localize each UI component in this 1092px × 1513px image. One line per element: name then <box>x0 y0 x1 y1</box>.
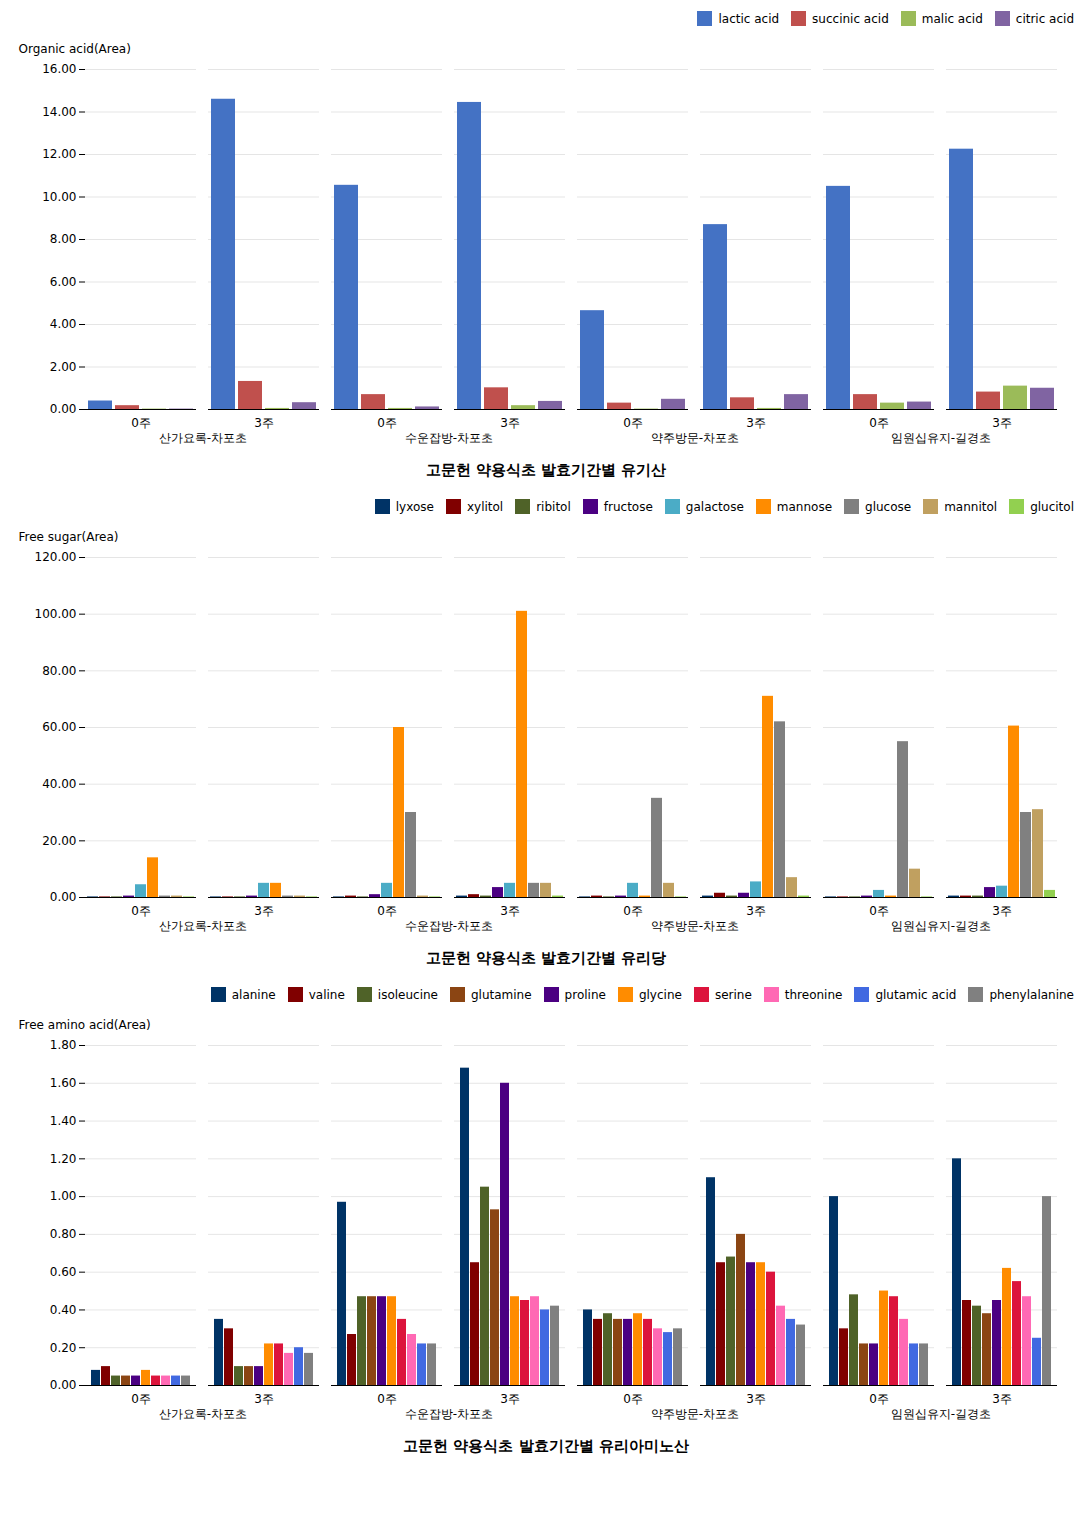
svg-text:Free sugar(Area): Free sugar(Area) <box>19 530 119 544</box>
svg-text:수운잡방-차포초: 수운잡방-차포초 <box>405 431 493 445</box>
svg-text:0주: 0주 <box>623 904 643 918</box>
svg-text:3주: 3주 <box>254 904 274 918</box>
html-text:citric acid: citric acid <box>1015 11 1074 26</box>
svg-text:Free amino acid(Area): Free amino acid(Area) <box>19 1018 151 1032</box>
svg-text:0주: 0주 <box>131 416 151 430</box>
html-text:lyxose: lyxose <box>395 499 434 514</box>
svg-text:60.00: 60.00 <box>42 720 76 734</box>
html-text:succinic acid: succinic acid <box>812 11 889 26</box>
svg-text:0.60: 0.60 <box>50 1265 77 1279</box>
svg-text:0주: 0주 <box>869 416 889 430</box>
svg-text:100.00: 100.00 <box>35 607 77 621</box>
svg-text:10.00: 10.00 <box>42 190 76 204</box>
html-text:phenylalanine: phenylalanine <box>989 987 1074 1002</box>
svg-text:0.00: 0.00 <box>50 1378 77 1392</box>
html-text:고문헌 약용식초 발효기간별 유리아미노산: 고문헌 약용식초 발효기간별 유리아미노산 <box>403 1437 689 1455</box>
html-text:lactic acid: lactic acid <box>718 11 780 26</box>
svg-text:3주: 3주 <box>992 416 1012 430</box>
svg-text:0주: 0주 <box>623 416 643 430</box>
html-text:ribitol: ribitol <box>536 499 571 514</box>
html-text:threonine: threonine <box>784 987 843 1002</box>
svg-text:산가요록-차포초: 산가요록-차포초 <box>159 431 247 445</box>
svg-text:3주: 3주 <box>500 904 520 918</box>
svg-text:0주: 0주 <box>131 904 151 918</box>
svg-text:120.00: 120.00 <box>35 550 77 564</box>
html-text:fructose: fructose <box>603 499 653 514</box>
svg-text:1.80: 1.80 <box>50 1038 77 1052</box>
svg-text:0.00: 0.00 <box>50 890 77 904</box>
svg-text:0주: 0주 <box>377 1392 397 1406</box>
html-text:mannitol: mannitol <box>944 499 998 514</box>
html-text:glycine: glycine <box>638 987 682 1002</box>
html-text:glucitol: glucitol <box>1030 499 1074 514</box>
svg-text:3주: 3주 <box>992 1392 1012 1406</box>
html-text:xylitol: xylitol <box>466 499 504 514</box>
html-text:isoleucine: isoleucine <box>377 987 438 1002</box>
svg-text:1.20: 1.20 <box>50 1152 77 1166</box>
html-text:고문헌 약용식초 발효기간별 유리당: 고문헌 약용식초 발효기간별 유리당 <box>425 949 667 967</box>
svg-text:1.40: 1.40 <box>50 1114 77 1128</box>
svg-text:4.00: 4.00 <box>50 317 77 331</box>
html-text:고문헌 약용식초 발효기간별 유기산: 고문헌 약용식초 발효기간별 유기산 <box>425 461 667 479</box>
svg-text:0.20: 0.20 <box>50 1341 77 1355</box>
svg-text:3주: 3주 <box>746 1392 766 1406</box>
html-text:alanine: alanine <box>231 987 276 1002</box>
svg-text:산가요록-차포초: 산가요록-차포초 <box>159 919 247 933</box>
svg-text:80.00: 80.00 <box>42 664 76 678</box>
svg-text:약주방문-차포초: 약주방문-차포초 <box>651 1407 739 1421</box>
html-text:proline: proline <box>564 987 606 1002</box>
html-text:mannose: mannose <box>776 499 832 514</box>
svg-text:산가요록-차포초: 산가요록-차포초 <box>159 1407 247 1421</box>
svg-text:3주: 3주 <box>254 416 274 430</box>
svg-text:6.00: 6.00 <box>50 275 77 289</box>
svg-text:1.00: 1.00 <box>50 1189 77 1203</box>
svg-text:40.00: 40.00 <box>42 777 76 791</box>
html-text:valine: valine <box>308 987 345 1002</box>
svg-text:3주: 3주 <box>254 1392 274 1406</box>
svg-text:0.40: 0.40 <box>50 1303 77 1317</box>
html-text:galactose: galactose <box>685 499 744 514</box>
svg-text:3주: 3주 <box>500 1392 520 1406</box>
svg-text:0주: 0주 <box>131 1392 151 1406</box>
svg-text:0주: 0주 <box>377 904 397 918</box>
svg-text:0주: 0주 <box>869 1392 889 1406</box>
svg-text:수운잡방-차포초: 수운잡방-차포초 <box>405 919 493 933</box>
svg-text:0주: 0주 <box>377 416 397 430</box>
svg-text:약주방문-차포초: 약주방문-차포초 <box>651 919 739 933</box>
svg-text:2.00: 2.00 <box>50 360 77 374</box>
svg-text:3주: 3주 <box>746 416 766 430</box>
svg-text:8.00: 8.00 <box>50 232 77 246</box>
svg-text:1.60: 1.60 <box>50 1076 77 1090</box>
svg-text:3주: 3주 <box>992 904 1012 918</box>
html-text:glucose: glucose <box>865 499 912 514</box>
svg-text:임원십유지-길경초: 임원십유지-길경초 <box>891 919 991 933</box>
svg-text:0.00: 0.00 <box>50 402 77 416</box>
svg-text:0주: 0주 <box>869 904 889 918</box>
html-text:serine: serine <box>714 987 752 1002</box>
html-text:malic acid: malic acid <box>921 11 983 26</box>
svg-text:0.80: 0.80 <box>50 1227 77 1241</box>
svg-text:3주: 3주 <box>500 416 520 430</box>
svg-text:16.00: 16.00 <box>42 62 76 76</box>
svg-text:3주: 3주 <box>746 904 766 918</box>
svg-text:임원십유지-길경초: 임원십유지-길경초 <box>891 431 991 445</box>
svg-text:약주방문-차포초: 약주방문-차포초 <box>651 431 739 445</box>
svg-text:20.00: 20.00 <box>42 834 76 848</box>
svg-text:12.00: 12.00 <box>42 147 76 161</box>
svg-text:0주: 0주 <box>623 1392 643 1406</box>
svg-text:Organic acid(Area): Organic acid(Area) <box>19 42 131 56</box>
svg-text:14.00: 14.00 <box>42 105 76 119</box>
html-text:glutamic acid: glutamic acid <box>875 987 957 1002</box>
svg-text:수운잡방-차포초: 수운잡방-차포초 <box>405 1407 493 1421</box>
svg-text:임원십유지-길경초: 임원십유지-길경초 <box>891 1407 991 1421</box>
html-text:glutamine: glutamine <box>471 987 532 1002</box>
